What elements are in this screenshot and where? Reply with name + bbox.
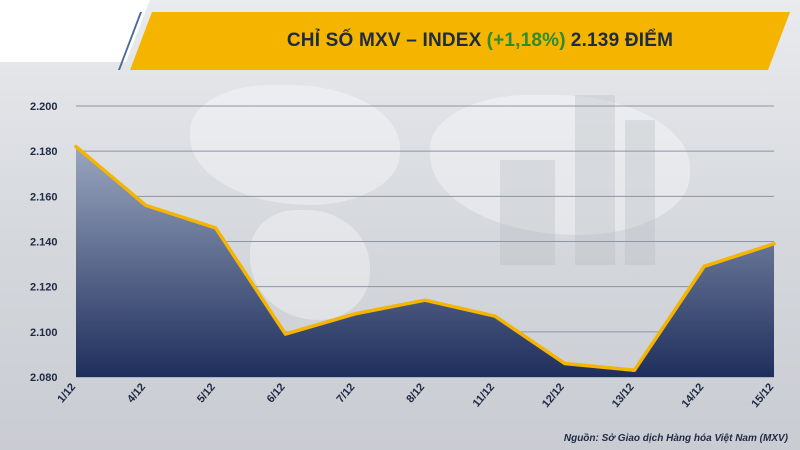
- building-texture: [575, 95, 615, 265]
- y-tick-label: 2.140: [30, 237, 58, 249]
- x-tick-label: 7/12: [335, 381, 358, 405]
- x-tick-label: 1/12: [55, 381, 78, 405]
- data-point: [353, 312, 357, 316]
- y-tick-label: 2.160: [30, 191, 58, 203]
- data-point: [493, 314, 497, 318]
- x-tick-label: 6/12: [265, 381, 288, 405]
- y-tick-label: 2.120: [30, 282, 58, 294]
- x-axis-ticks: 1/12 4/12 5/12 6/12 7/12 8/12 11/12 12/12 13/12 1…: [55, 381, 776, 410]
- data-point: [214, 226, 218, 230]
- x-tick-label: 11/12: [471, 381, 497, 409]
- data-point: [144, 203, 148, 207]
- data-point: [702, 264, 706, 268]
- area-fill: [76, 146, 774, 377]
- x-tick-label: 14/12: [680, 381, 707, 410]
- x-tick-label: 12/12: [540, 381, 567, 410]
- y-tick-label: 2.200: [30, 101, 58, 113]
- source-note: Nguồn: Sở Giao dịch Hàng hóa Việt Nam (M…: [563, 433, 788, 444]
- chart-title: CHỈ SỐ MXV – INDEX (+1,18%) 2.139 ĐIỂM: [200, 12, 760, 70]
- y-tick-label: 2.100: [30, 327, 58, 339]
- x-tick-label: 5/12: [195, 381, 218, 405]
- building-texture: [625, 120, 655, 265]
- area-series: [76, 146, 774, 377]
- x-tick-label: 8/12: [404, 381, 427, 405]
- x-tick-label: 15/12: [749, 381, 776, 410]
- data-point: [283, 332, 287, 336]
- building-texture: [500, 160, 555, 265]
- map-texture: [430, 95, 690, 235]
- x-tick-label: 13/12: [610, 381, 637, 410]
- data-point: [74, 145, 78, 149]
- title-change: (+1,18%): [486, 30, 566, 51]
- data-point: [632, 368, 636, 372]
- y-axis-ticks: 2.080 2.100 2.120 2.140 2.160 2.180 2.200: [30, 101, 58, 384]
- title-banner: [130, 12, 790, 70]
- data-point: [563, 361, 567, 365]
- title-value: 2.139 ĐIỂM: [570, 30, 674, 51]
- data-point: [772, 242, 776, 246]
- title-prefix: CHỈ SỐ MXV – INDEX: [286, 30, 482, 51]
- data-point: [423, 298, 427, 302]
- y-tick-label: 2.080: [30, 372, 58, 384]
- y-tick-label: 2.180: [30, 146, 58, 158]
- x-tick-label: 4/12: [125, 381, 148, 405]
- line-series: [74, 144, 776, 372]
- map-texture: [190, 85, 400, 205]
- map-texture: [250, 210, 370, 320]
